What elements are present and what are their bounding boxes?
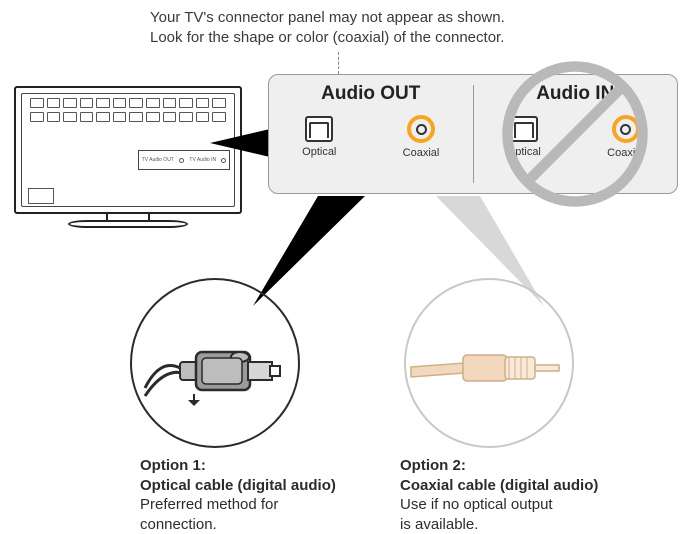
tv-body: TV Audio OUTTV Audio IN	[14, 86, 242, 214]
port-coaxial-in: Coaxial	[607, 115, 644, 159]
optical-in-label: Optical	[507, 146, 541, 158]
option-1-desc-line2: connection.	[140, 516, 217, 533]
optical-cable-illustration	[130, 278, 300, 448]
panel-in-title: Audio IN	[474, 83, 678, 105]
optical-out-label: Optical	[302, 146, 336, 158]
option-1-desc-line1: Preferred method for	[140, 496, 278, 513]
coaxial-port-icon	[612, 115, 640, 143]
port-coaxial-out: Coaxial	[403, 115, 440, 159]
tv-to-panel-callout	[210, 129, 270, 157]
tv-stand-base	[68, 220, 188, 228]
option-2-name: Coaxial cable (digital audio)	[400, 476, 650, 496]
panel-out-ports: Optical Coaxial	[269, 115, 473, 159]
option-1-text: Option 1: Optical cable (digital audio) …	[140, 456, 390, 534]
optical-port-icon	[305, 116, 333, 142]
option-2-text: Option 2: Coaxial cable (digital audio) …	[400, 456, 650, 534]
option-1-name: Optical cable (digital audio)	[140, 476, 390, 496]
coaxial-port-icon	[407, 115, 435, 143]
caption-text: Your TV's connector panel may not appear…	[150, 8, 570, 49]
coaxial-cable-illustration	[404, 278, 574, 448]
caption-line2: Look for the shape or color (coaxial) of…	[150, 29, 504, 46]
option-1-title: Option 1:	[140, 456, 390, 476]
port-optical-out: Optical	[302, 116, 336, 158]
tv-vent-row	[30, 112, 226, 122]
caption-leader-line	[338, 52, 339, 74]
coaxial-out-label: Coaxial	[403, 147, 440, 159]
panel-audio-in: Audio IN Optical Coaxial	[474, 75, 678, 193]
port-optical-in: Optical	[507, 116, 541, 158]
option-2-title: Option 2:	[400, 456, 650, 476]
optical-port-icon	[510, 116, 538, 142]
option-2-desc-line2: is available.	[400, 516, 478, 533]
panel-out-title: Audio OUT	[269, 83, 473, 105]
tv-vent-row	[30, 98, 226, 108]
panel-in-ports: Optical Coaxial	[474, 115, 678, 159]
caption-line1: Your TV's connector panel may not appear…	[150, 9, 505, 26]
connector-panel: Audio OUT Optical Coaxial Audio IN Optic…	[268, 74, 678, 194]
tv-illustration: TV Audio OUTTV Audio IN	[14, 86, 242, 228]
panel-audio-out: Audio OUT Optical Coaxial	[269, 75, 473, 193]
callout-wedge-optical	[253, 196, 393, 306]
coaxial-in-label: Coaxial	[607, 147, 644, 159]
tv-misc-panel	[28, 188, 54, 204]
option-2-desc-line1: Use if no optical output	[400, 496, 553, 513]
